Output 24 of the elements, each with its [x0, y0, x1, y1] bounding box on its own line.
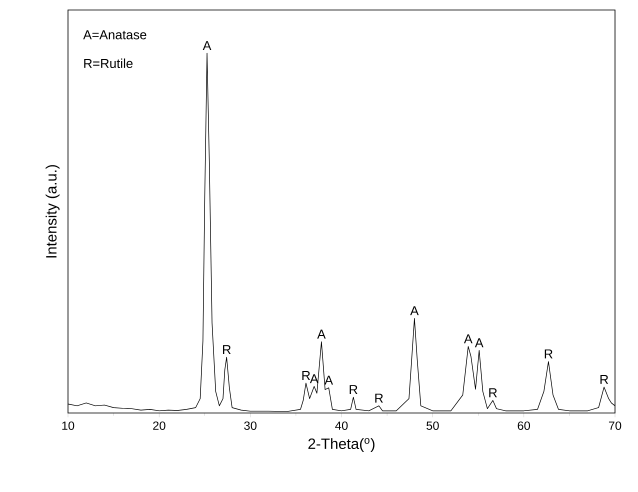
x-tick-label: 50: [426, 421, 439, 430]
annotation: R=Rutile: [84, 58, 133, 68]
annotation: R: [350, 385, 358, 394]
x-tick-label: 70: [608, 421, 622, 430]
annotation: R: [375, 394, 383, 403]
annotation: A: [474, 338, 484, 348]
x-tick-label: 20: [153, 421, 166, 430]
x-tick-label: 30: [244, 421, 257, 430]
annotation: R: [600, 375, 608, 384]
x-tick-label: 40: [335, 421, 348, 430]
x-tick-label: 60: [518, 421, 530, 430]
x-axis-title: 2-Theta($^{o}$): [308, 438, 374, 452]
annotation: A: [410, 306, 419, 316]
annotation: R: [544, 349, 553, 358]
annotation: A: [324, 376, 334, 385]
x-tick-label: 10: [62, 421, 74, 430]
annotation: A: [464, 334, 473, 344]
annotation: R: [223, 345, 231, 354]
text: A=Anatase: [83, 30, 146, 40]
annotation: R: [489, 388, 497, 398]
annotation: R: [302, 371, 310, 380]
y-axis-title: Intensity (a.u.): [46, 165, 60, 258]
annotation: A: [317, 330, 326, 339]
annotation: A: [202, 41, 212, 50]
